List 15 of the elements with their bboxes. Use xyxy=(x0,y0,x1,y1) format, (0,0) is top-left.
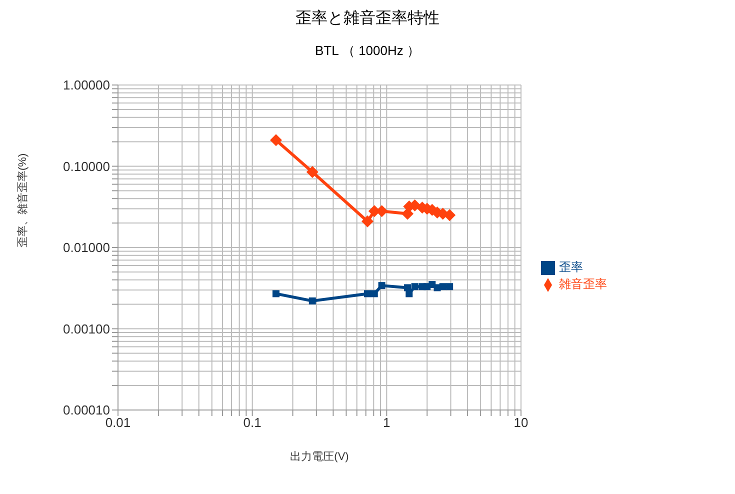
y-tick-label: 0.00100 xyxy=(63,321,110,336)
legend-label: 雑音歪率 xyxy=(559,277,607,291)
y-tick-label: 0.10000 xyxy=(63,158,110,174)
x-tick-label: 1 xyxy=(383,415,390,430)
x-tick-label: 0.01 xyxy=(105,415,131,430)
chart-title: 歪率と雑音歪率特性 xyxy=(294,8,440,29)
y-tick-label: 1.00000 xyxy=(63,78,110,93)
chart-subtitle: BTL （ 1000Hz ） xyxy=(314,42,421,60)
y-tick-label: 0.01000 xyxy=(63,240,110,256)
y-axis-title: 歪率、雑音歪率(%) xyxy=(16,153,29,248)
x-tick-label: 10 xyxy=(514,415,528,430)
x-axis-title: 出力電圧(V) xyxy=(290,450,349,463)
x-tick-label: 0.1 xyxy=(243,415,262,430)
legend-label: 歪率 xyxy=(559,260,583,274)
y-tick-label: 0.00010 xyxy=(63,402,110,418)
